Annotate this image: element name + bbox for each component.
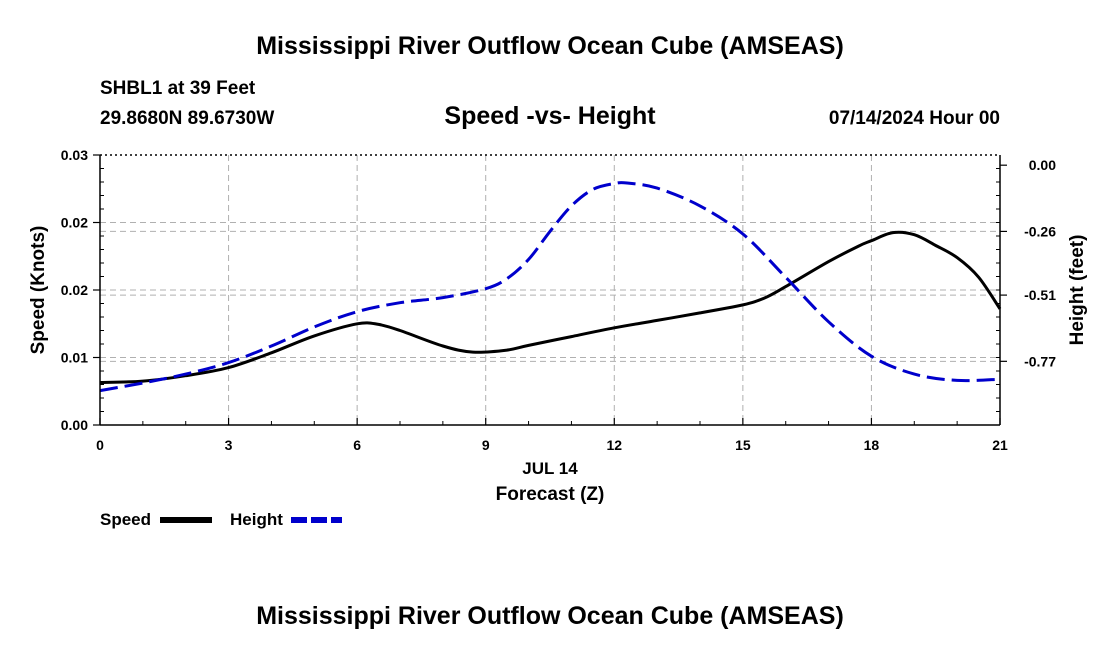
x-tick-label: 21 bbox=[992, 437, 1008, 453]
x-tick-label: 15 bbox=[735, 437, 751, 453]
speed-series-line bbox=[99, 230, 1002, 384]
coordinates-label: 29.8680N 89.6730W bbox=[100, 108, 274, 129]
bottom-title: Mississippi River Outflow Ocean Cube (AM… bbox=[256, 602, 844, 630]
legend: Speed Height bbox=[100, 510, 342, 529]
x-axis-date-label: JUL 14 bbox=[522, 459, 578, 478]
y-left-tick-label: 0.01 bbox=[61, 350, 88, 366]
x-tick-label: 3 bbox=[225, 437, 233, 453]
x-tick-label: 9 bbox=[482, 437, 490, 453]
y-left-tick-label: 0.00 bbox=[61, 417, 88, 433]
station-label: SHBL1 at 39 Feet bbox=[100, 78, 256, 99]
grid bbox=[100, 155, 1000, 425]
y-right-tick-label: -0.51 bbox=[1024, 287, 1056, 303]
y-left-tick-label: 0.03 bbox=[61, 147, 88, 163]
y-left-tick-label: 0.02 bbox=[61, 215, 88, 231]
x-tick-label: 18 bbox=[864, 437, 880, 453]
x-tick-label: 6 bbox=[353, 437, 361, 453]
height-series-line bbox=[99, 181, 1001, 393]
legend-speed-label: Speed bbox=[100, 510, 151, 529]
axes: 0 3 6 9 12 15 18 21 0.00 0.01 0.02 0.02 0.03 0.00 -0.2… bbox=[61, 147, 1056, 453]
y-left-tick-label: 0.02 bbox=[61, 282, 88, 298]
y-axis-left-label: Speed (Knots) bbox=[28, 226, 49, 355]
main-title: Mississippi River Outflow Ocean Cube (AM… bbox=[256, 32, 844, 60]
x-tick-label: 0 bbox=[96, 437, 104, 453]
x-tick-label: 12 bbox=[606, 437, 622, 453]
y-right-tick-label: 0.00 bbox=[1029, 157, 1056, 173]
series-lines bbox=[99, 181, 1002, 393]
y-right-tick-label: -0.77 bbox=[1024, 353, 1056, 369]
date-label: 07/14/2024 Hour 00 bbox=[829, 108, 1000, 129]
y-axis-right-label: Height (feet) bbox=[1067, 235, 1088, 346]
chart-title: Speed -vs- Height bbox=[444, 102, 656, 130]
y-right-tick-label: -0.26 bbox=[1024, 223, 1056, 239]
x-axis-label: Forecast (Z) bbox=[496, 484, 605, 505]
legend-height-label: Height bbox=[230, 510, 283, 529]
